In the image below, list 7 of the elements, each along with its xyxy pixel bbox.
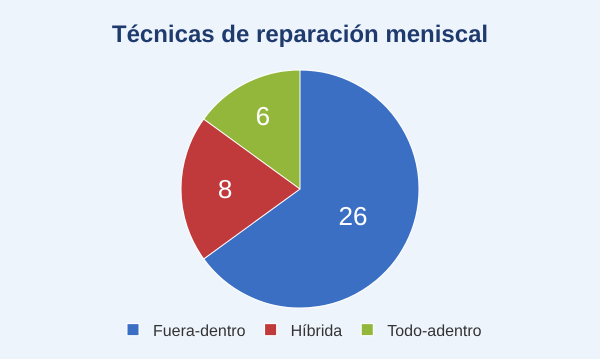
data-label: 26 xyxy=(338,201,368,232)
legend-label: Fuera-dentro xyxy=(153,322,246,340)
legend-label: Todo-adentro xyxy=(387,322,482,340)
legend-label: Híbrida xyxy=(290,322,342,340)
chart-title: Técnicas de reparación meniscal xyxy=(112,20,488,48)
data-label: 6 xyxy=(256,101,270,132)
data-label: 8 xyxy=(218,174,232,204)
